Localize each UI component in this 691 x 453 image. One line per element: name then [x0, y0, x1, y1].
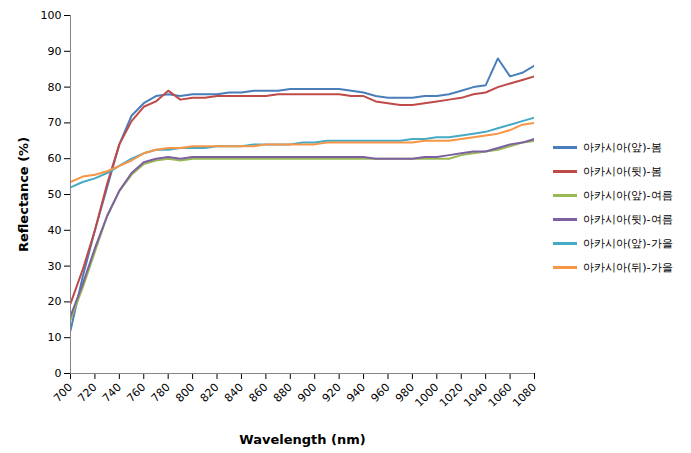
html-text:아카시아(앞)-봄: 아카시아(앞)-봄	[583, 141, 662, 154]
svg-text:880: 880	[271, 381, 295, 405]
svg-text:700: 700	[51, 381, 75, 405]
svg-text:800: 800	[173, 381, 197, 405]
svg-text:Reflectance (%): Reflectance (%)	[16, 137, 31, 252]
svg-text:860: 860	[246, 381, 270, 405]
svg-text:740: 740	[100, 381, 124, 405]
svg-text:80: 80	[48, 81, 62, 94]
svg-text:720: 720	[75, 381, 99, 405]
svg-text:10: 10	[48, 331, 62, 344]
svg-text:0: 0	[55, 367, 62, 380]
svg-text:30: 30	[48, 260, 62, 273]
html-text:아카시아(뒤)-가을: 아카시아(뒤)-가을	[583, 261, 673, 274]
html-text:아카시아(뒷)-여름: 아카시아(뒷)-여름	[583, 213, 673, 226]
svg-text:Wavelength (nm): Wavelength (nm)	[239, 432, 365, 447]
svg-text:940: 940	[344, 381, 368, 405]
svg-text:1060: 1060	[486, 381, 515, 410]
svg-text:980: 980	[393, 380, 417, 405]
svg-text:90: 90	[48, 45, 62, 58]
svg-text:50: 50	[48, 188, 62, 201]
html-text:아카시아(앞)-여름: 아카시아(앞)-여름	[583, 189, 673, 202]
svg-text:840: 840	[222, 381, 246, 405]
svg-text:920: 920	[320, 381, 344, 405]
svg-text:960: 960	[369, 381, 393, 405]
svg-text:1080: 1080	[510, 381, 539, 410]
svg-text:820: 820	[198, 381, 222, 405]
svg-text:100: 100	[41, 9, 62, 22]
svg-text:1000: 1000	[412, 381, 441, 410]
html-text:아카시아(앞)-가을: 아카시아(앞)-가을	[583, 237, 673, 250]
svg-text:760: 760	[124, 381, 148, 405]
svg-text:20: 20	[48, 295, 62, 308]
svg-text:70: 70	[48, 116, 62, 129]
svg-text:1020: 1020	[437, 381, 466, 410]
html-text:아카시아(뒷)-봄: 아카시아(뒷)-봄	[583, 165, 662, 178]
svg-text:1040: 1040	[461, 381, 490, 410]
svg-text:40: 40	[48, 224, 62, 237]
svg-text:60: 60	[48, 152, 62, 165]
svg-text:900: 900	[295, 381, 319, 405]
svg-text:780: 780	[149, 381, 173, 405]
